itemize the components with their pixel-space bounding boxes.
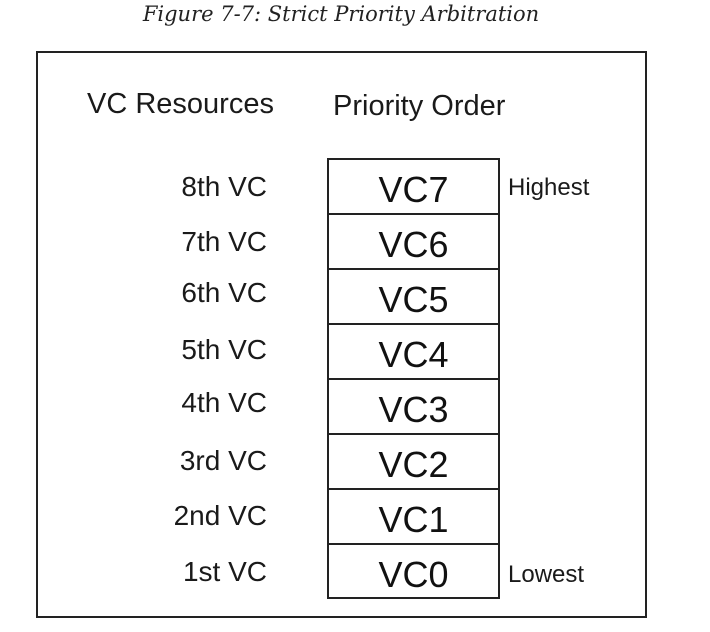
- resource-label-7th: 7th VC: [181, 226, 267, 257]
- resource-label-6th: 6th VC: [181, 277, 267, 308]
- priority-stack: VC7 VC6 VC5 VC4 VC3 VC2 VC1 VC0: [327, 158, 500, 599]
- figure-caption: Figure 7-7: Strict Priority Arbitration: [142, 2, 540, 26]
- priority-box-vc4: VC4: [329, 325, 498, 380]
- priority-box-vc6: VC6: [329, 215, 498, 270]
- priority-box-vc5: VC5: [329, 270, 498, 325]
- priority-box-vc7: VC7: [329, 160, 498, 215]
- priority-box-vc2: VC2: [329, 435, 498, 490]
- resource-label-1st: 1st VC: [182, 556, 267, 587]
- resource-label-5th: 5th VC: [181, 334, 267, 365]
- resource-label-3rd: 3rd VC: [179, 445, 267, 476]
- resource-label-8th: 8th VC: [181, 171, 267, 202]
- priority-box-vc1: VC1: [329, 490, 498, 545]
- priority-box-vc3: VC3: [329, 380, 498, 435]
- highest-label: Highest: [508, 174, 590, 201]
- priority-order-header: Priority Order: [333, 90, 506, 122]
- lowest-label: Lowest: [508, 561, 585, 588]
- priority-box-vc0: VC0: [378, 554, 449, 595]
- resource-label-2nd: 2nd VC: [173, 500, 267, 531]
- diagram-frame: [36, 51, 647, 618]
- vc-resources-header: VC Resources: [87, 88, 274, 120]
- resource-label-4th: 4th VC: [181, 387, 267, 418]
